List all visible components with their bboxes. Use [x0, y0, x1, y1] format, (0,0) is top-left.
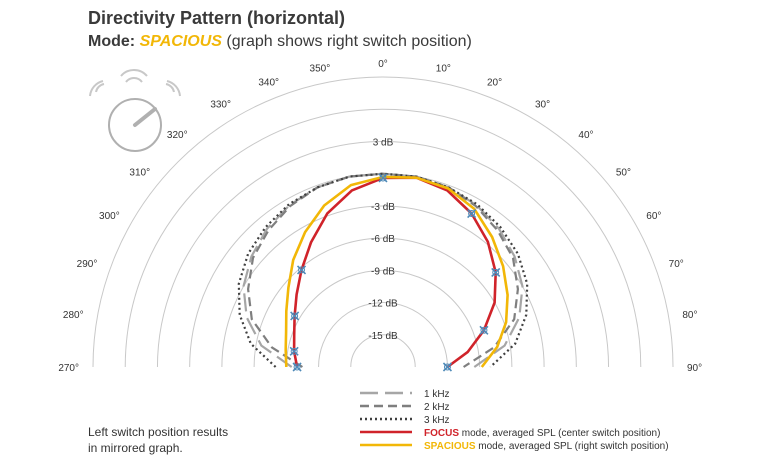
- grid-ring: [221, 205, 545, 368]
- grid-ring: [124, 108, 642, 368]
- legend-mode-name: SPACIOUS: [424, 441, 476, 452]
- angle-tick-label: 340°: [258, 77, 279, 88]
- angle-tick-label: 310°: [129, 168, 150, 179]
- series-line-khz3: [237, 172, 529, 368]
- chart-subtitle: Mode: SPACIOUS (graph shows right switch…: [88, 33, 472, 51]
- angle-tick-label: 60°: [646, 211, 661, 222]
- angle-tick-label: 350°: [310, 64, 331, 75]
- mirror-note: Left switch position results in mirrored…: [88, 424, 228, 456]
- angle-tick-label: 70°: [669, 259, 684, 270]
- grid-ring: [156, 141, 610, 368]
- legend-mode-desc: mode, averaged SPL (center switch positi…: [459, 428, 660, 439]
- legend-label-khz3: 3 kHz: [424, 415, 450, 426]
- grid-ring: [350, 334, 416, 368]
- switch-knob-icon: [89, 69, 181, 152]
- measurement-marker: [290, 311, 300, 321]
- angle-tick-label: 40°: [578, 130, 593, 141]
- marker-layer: [289, 173, 501, 372]
- mirror-note-line-1: Left switch position results: [88, 425, 229, 439]
- grid-ring: [318, 302, 448, 368]
- grid-ring: [92, 76, 674, 368]
- angle-tick-label: 270°: [58, 363, 79, 374]
- legend-label-focus: FOCUS mode, averaged SPL (center switch …: [424, 428, 660, 439]
- polar-grid: 3 dB -3 dB -6 dB -9 dB -12 dB -15 dB 270° 280° 2…: [58, 59, 702, 374]
- measurement-marker: [442, 362, 453, 372]
- legend-label-spacious: SPACIOUS mode, averaged SPL (right switc…: [424, 441, 669, 452]
- measurement-marker: [292, 362, 302, 372]
- radial-label: 3 dB: [373, 137, 394, 148]
- mirror-note-line-2: in mirrored graph.: [88, 441, 183, 455]
- radial-label: -6 dB: [371, 234, 395, 245]
- angle-tick-label: 0°: [378, 59, 388, 70]
- legend-mode-name: FOCUS: [424, 428, 459, 439]
- legend: 1 kHz 2 kHz 3 kHz FOCUS mode, averaged SPL …: [360, 389, 669, 452]
- angle-tick-label: 320°: [167, 130, 188, 141]
- radial-label: -9 dB: [371, 266, 395, 277]
- radial-label: -15 dB: [368, 331, 398, 342]
- measurement-marker: [479, 325, 489, 335]
- chart-title: Directivity Pattern (horizontal): [88, 8, 346, 28]
- angle-tick-label: 80°: [682, 310, 697, 321]
- measurement-marker: [289, 346, 299, 356]
- angle-tick-label: 290°: [77, 259, 98, 270]
- legend-label-khz2: 2 kHz: [424, 402, 450, 413]
- measurement-marker: [378, 173, 388, 183]
- angle-tick-label: 280°: [63, 310, 84, 321]
- grid-ring: [253, 237, 513, 368]
- series-line-khz2: [247, 172, 519, 368]
- measurement-marker: [467, 208, 477, 219]
- mode-label: Mode:: [88, 33, 136, 50]
- legend-label-khz1: 1 kHz: [424, 389, 450, 400]
- angle-tick-label: 20°: [487, 77, 502, 88]
- radial-label: -12 dB: [368, 299, 398, 310]
- angle-tick-label: 30°: [535, 100, 550, 111]
- mode-value: SPACIOUS: [139, 33, 222, 50]
- angle-tick-label: 10°: [436, 64, 451, 75]
- angle-tick-label: 300°: [99, 211, 120, 222]
- mode-note: (graph shows right switch position): [226, 33, 472, 50]
- measurement-marker: [491, 267, 501, 277]
- series-line-khz1: [242, 172, 524, 368]
- angle-tick-label: 330°: [210, 100, 231, 111]
- legend-mode-desc: mode, averaged SPL (right switch positio…: [476, 441, 669, 452]
- angle-tick-label: 50°: [616, 168, 631, 179]
- measurement-marker: [296, 265, 307, 275]
- radial-label: -3 dB: [371, 202, 395, 213]
- angle-tick-label: 90°: [687, 363, 702, 374]
- grid-ring: [285, 269, 481, 368]
